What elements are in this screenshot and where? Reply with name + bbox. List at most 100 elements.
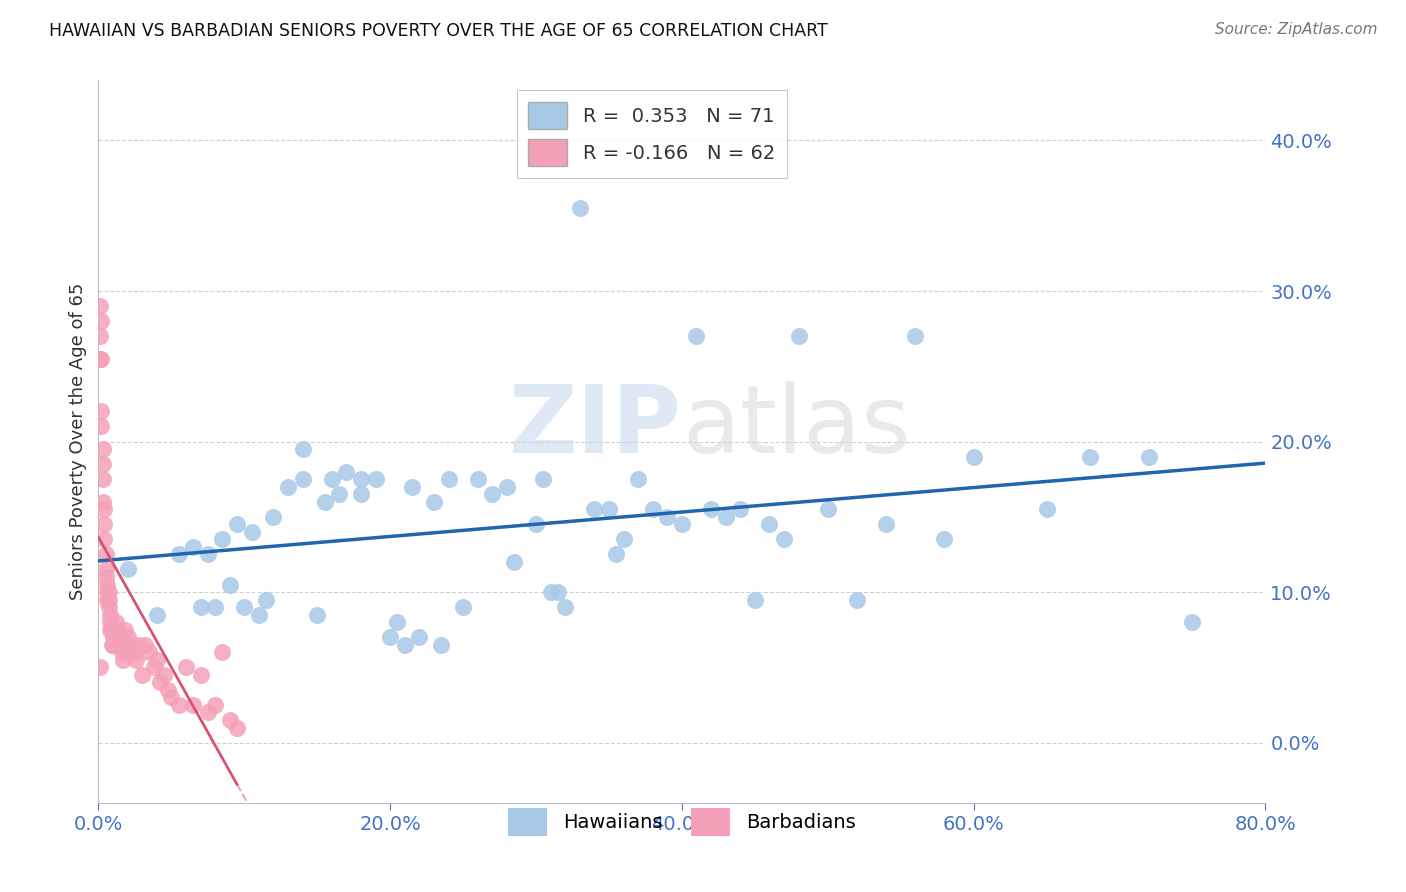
Point bbox=[226, 517, 249, 532]
Point bbox=[96, 585, 118, 599]
Point bbox=[730, 502, 752, 516]
Point bbox=[90, 404, 112, 418]
Point bbox=[97, 600, 120, 615]
Point bbox=[104, 615, 127, 630]
Point bbox=[218, 577, 240, 591]
Point bbox=[218, 713, 240, 727]
Point bbox=[89, 660, 111, 674]
Point bbox=[335, 465, 357, 479]
Point bbox=[496, 480, 519, 494]
Point bbox=[90, 419, 112, 434]
Point bbox=[583, 502, 606, 516]
Point bbox=[98, 623, 121, 637]
Point bbox=[437, 472, 460, 486]
Point bbox=[240, 524, 263, 539]
Point bbox=[91, 472, 114, 486]
Point bbox=[328, 487, 350, 501]
Point bbox=[1137, 450, 1160, 464]
Point bbox=[98, 607, 121, 622]
Point bbox=[627, 472, 650, 486]
Point bbox=[787, 329, 810, 343]
Point bbox=[153, 668, 176, 682]
Point bbox=[160, 690, 183, 705]
Point bbox=[90, 351, 112, 366]
Point bbox=[554, 600, 576, 615]
Point bbox=[540, 585, 562, 599]
Point bbox=[380, 630, 402, 644]
Point bbox=[350, 472, 373, 486]
Point bbox=[423, 494, 446, 508]
Point bbox=[211, 533, 233, 547]
Point bbox=[91, 457, 114, 471]
Point bbox=[197, 548, 219, 562]
Point bbox=[93, 517, 115, 532]
Point bbox=[117, 630, 139, 644]
Point bbox=[467, 472, 489, 486]
Point bbox=[181, 540, 204, 554]
Point bbox=[100, 638, 122, 652]
Y-axis label: Seniors Poverty Over the Age of 65: Seniors Poverty Over the Age of 65 bbox=[69, 283, 87, 600]
Point bbox=[451, 600, 474, 615]
Point bbox=[128, 638, 150, 652]
Point bbox=[98, 615, 121, 630]
Point bbox=[105, 623, 128, 637]
Point bbox=[254, 592, 277, 607]
Point bbox=[89, 329, 111, 343]
Point bbox=[262, 509, 284, 524]
Point bbox=[167, 548, 190, 562]
Point bbox=[94, 562, 117, 576]
Point bbox=[291, 442, 314, 456]
Point bbox=[101, 638, 124, 652]
Point bbox=[93, 502, 115, 516]
Point bbox=[108, 630, 131, 644]
Point bbox=[112, 653, 135, 667]
Point bbox=[291, 472, 314, 486]
Point bbox=[394, 638, 416, 652]
Point bbox=[146, 653, 169, 667]
Point bbox=[204, 698, 226, 712]
Point bbox=[277, 480, 299, 494]
Point bbox=[657, 509, 679, 524]
Point bbox=[700, 502, 723, 516]
Point bbox=[773, 533, 796, 547]
Point bbox=[138, 645, 160, 659]
Point bbox=[1080, 450, 1102, 464]
Point bbox=[1035, 502, 1057, 516]
Text: Source: ZipAtlas.com: Source: ZipAtlas.com bbox=[1215, 22, 1378, 37]
Point bbox=[110, 638, 132, 652]
Point bbox=[226, 721, 249, 735]
Point bbox=[685, 329, 707, 343]
Point bbox=[568, 201, 591, 215]
Point bbox=[758, 517, 780, 532]
Point bbox=[97, 592, 120, 607]
Point bbox=[197, 706, 219, 720]
Point bbox=[503, 555, 526, 569]
Point bbox=[149, 675, 172, 690]
Point bbox=[90, 314, 112, 328]
Point bbox=[97, 585, 120, 599]
Point bbox=[817, 502, 839, 516]
Point bbox=[94, 548, 117, 562]
Point bbox=[904, 329, 927, 343]
Point bbox=[100, 623, 122, 637]
Point bbox=[142, 660, 165, 674]
Point bbox=[875, 517, 897, 532]
Point bbox=[111, 645, 134, 659]
Text: ZIP: ZIP bbox=[509, 381, 682, 473]
Point bbox=[181, 698, 204, 712]
Point bbox=[430, 638, 453, 652]
Point bbox=[190, 668, 212, 682]
Point bbox=[233, 600, 256, 615]
Point bbox=[714, 509, 737, 524]
Point bbox=[408, 630, 430, 644]
Point bbox=[314, 494, 336, 508]
Point bbox=[174, 660, 197, 674]
Point bbox=[364, 472, 387, 486]
Point bbox=[401, 480, 423, 494]
Point bbox=[146, 607, 169, 622]
Point bbox=[91, 442, 114, 456]
Point bbox=[211, 645, 233, 659]
Point bbox=[114, 623, 136, 637]
Point bbox=[321, 472, 343, 486]
Point bbox=[157, 682, 180, 697]
